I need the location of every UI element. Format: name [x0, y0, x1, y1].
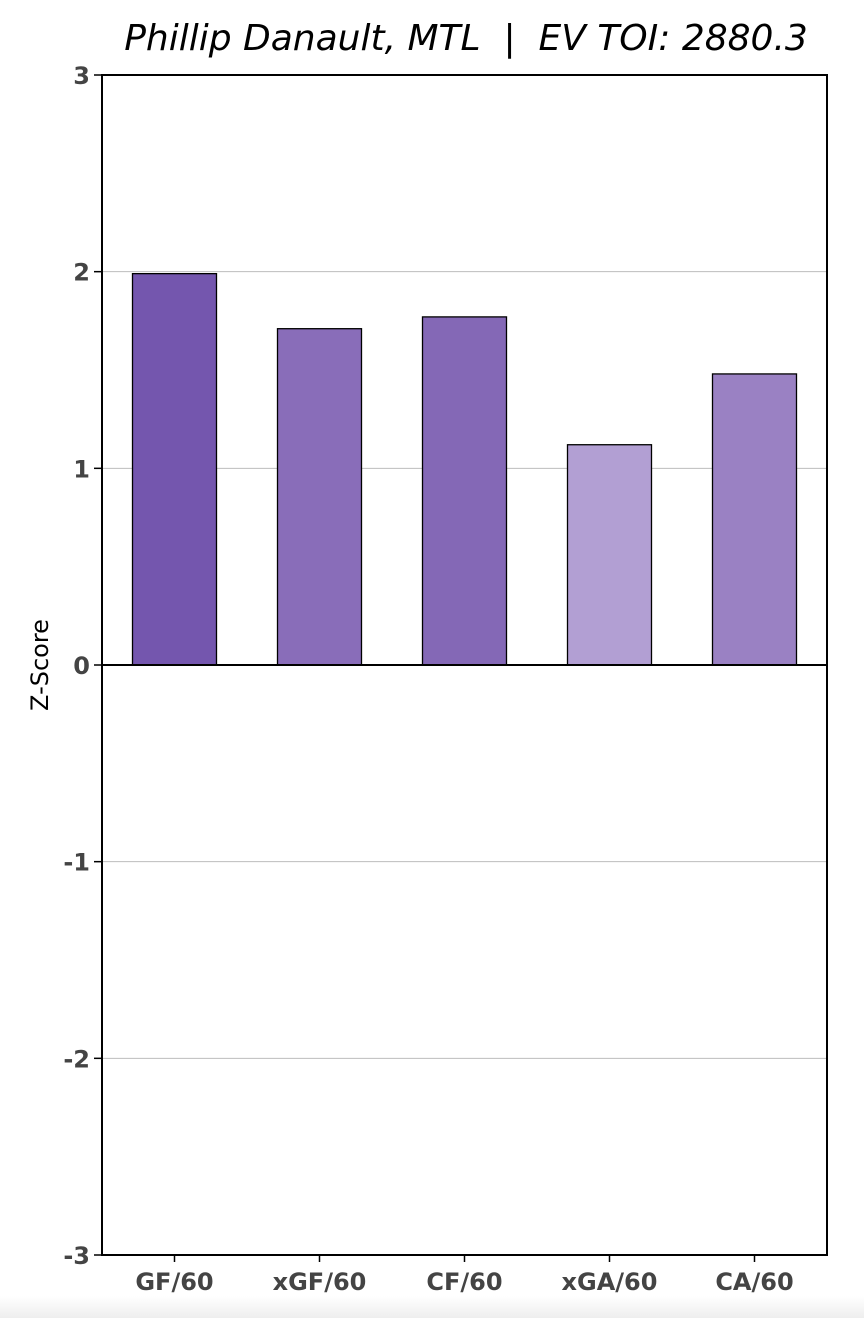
- chart-title: Phillip Danault, MTL | EV TOI: 2880.3: [124, 18, 808, 59]
- gridlines: [102, 271, 827, 1059]
- x-tick-label: CF/60: [426, 1268, 502, 1296]
- x-tick-label: CA/60: [715, 1268, 793, 1296]
- bottom-fade: [0, 1296, 864, 1318]
- bars: [131, 272, 798, 666]
- bar-gf-60: [131, 272, 218, 666]
- x-tick-label: xGF/60: [273, 1268, 367, 1296]
- y-tick-label: 0: [73, 652, 90, 680]
- y-tick-label: -3: [63, 1242, 90, 1270]
- y-axis-label: Z-Score: [26, 619, 54, 711]
- bar-ca-60: [711, 373, 798, 666]
- y-tick-label: 1: [73, 455, 90, 483]
- bar-xga-60: [566, 444, 653, 666]
- x-tick-labels: GF/60 xGF/60 CF/60 xGA/60 CA/60: [135, 1268, 793, 1296]
- bar-xgf-60: [276, 328, 363, 666]
- axes: [94, 74, 828, 1262]
- y-tick-label: -1: [63, 849, 90, 877]
- y-tick-label: -2: [63, 1045, 90, 1073]
- y-tick-label: 3: [73, 62, 90, 90]
- plot-frame: [101, 74, 828, 1256]
- x-tick-label: GF/60: [135, 1268, 213, 1296]
- y-tick-labels: 3 2 1 0 -1 -2 -3: [63, 62, 90, 1270]
- y-tick-label: 2: [73, 259, 90, 287]
- x-tick-label: xGA/60: [562, 1268, 658, 1296]
- bar-cf-60: [421, 316, 508, 666]
